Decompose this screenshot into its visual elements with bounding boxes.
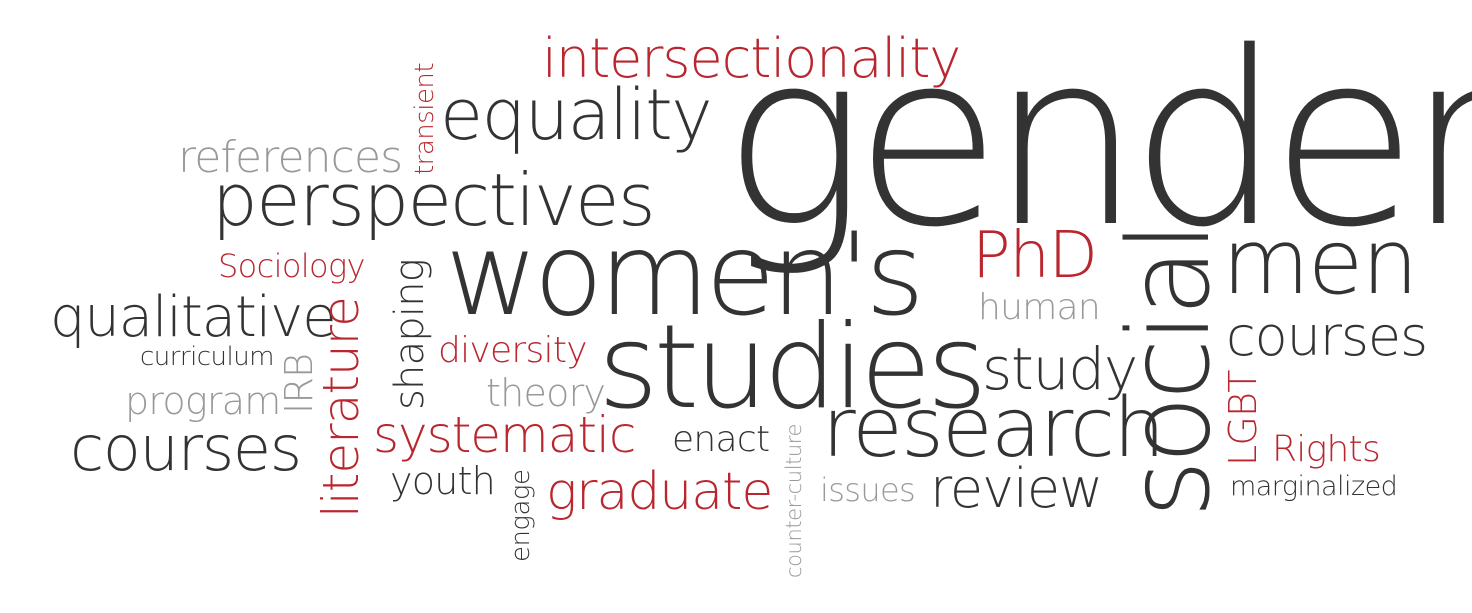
word-literature: literature — [312, 297, 370, 518]
word-social: social — [1105, 225, 1235, 518]
word-gender: gender — [722, 0, 1472, 280]
word-marginalized: marginalized — [1230, 471, 1398, 502]
word-phd: PhD — [972, 219, 1098, 293]
word-shaping: shaping — [387, 259, 433, 410]
word-research: research — [822, 381, 1165, 476]
word-review: review — [930, 457, 1103, 520]
word-curriculum: curriculum — [140, 342, 275, 372]
word-issues: issues — [820, 471, 916, 509]
word-men: men — [1222, 210, 1418, 315]
word-studies: studies — [598, 300, 987, 435]
word-rights: Rights — [1272, 429, 1381, 470]
word-transient: transient — [410, 62, 440, 175]
word-courses-right: courses — [1226, 305, 1428, 368]
word-lgbt: LGBT — [1221, 370, 1265, 466]
word-womens: women's — [445, 208, 925, 341]
word-equality: equality — [440, 74, 713, 156]
word-human: human — [978, 287, 1101, 328]
word-enact: enact — [672, 419, 770, 460]
word-youth: youth — [390, 459, 496, 503]
word-qualitative: qualitative — [50, 285, 337, 350]
word-graduate: graduate — [546, 462, 773, 522]
word-intersectionality: intersectionality — [542, 27, 961, 90]
word-courses-left: courses — [70, 412, 302, 485]
word-references: references — [178, 132, 403, 183]
word-sociology: Sociology — [218, 247, 365, 285]
word-engage: engage — [506, 469, 536, 563]
word-program: program — [125, 379, 281, 423]
word-diversity: diversity — [438, 330, 588, 371]
word-systematic: systematic — [373, 406, 636, 464]
word-study: study — [982, 335, 1138, 403]
word-perspectives: perspectives — [212, 158, 656, 242]
word-theory: theory — [486, 371, 606, 415]
word-counter-culture: counter-culture — [782, 423, 806, 578]
